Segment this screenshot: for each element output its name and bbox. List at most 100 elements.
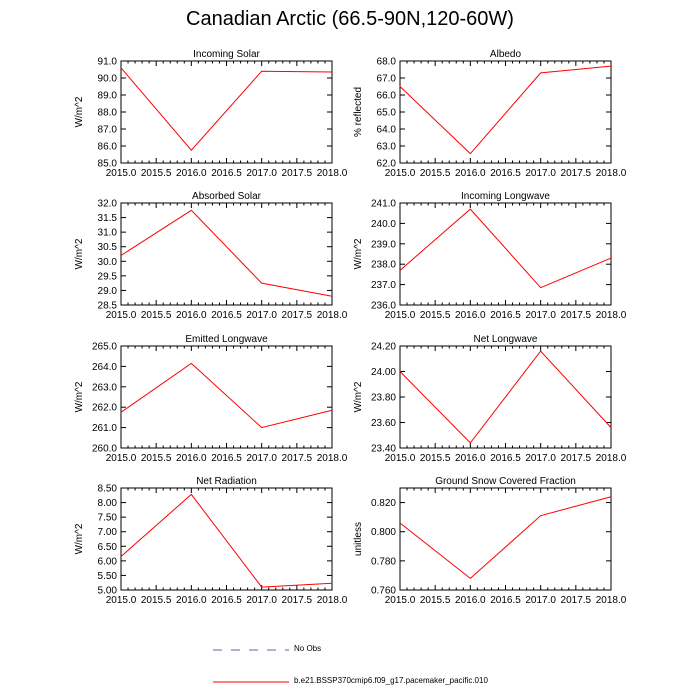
figure-title: Canadian Arctic (66.5-90N,120-60W) <box>186 8 514 30</box>
panel-title: Net Radiation <box>196 476 257 487</box>
y-tick-label: 0.780 <box>371 556 396 567</box>
y-tick-label: 31.0 <box>98 228 118 239</box>
y-tick-label: 31.5 <box>98 213 118 224</box>
x-tick-label: 2018.0 <box>317 595 348 606</box>
x-tick-label: 2016.0 <box>455 595 486 606</box>
series-line <box>399 208 612 289</box>
panel-4: Incoming Longwave W/m^2 2015.0 2015.5 2016.0… <box>353 191 627 321</box>
x-tick-label: 2015.5 <box>420 168 451 179</box>
y-tick-label: 241.0 <box>371 199 396 210</box>
y-tick-label: 66.0 <box>377 91 397 102</box>
x-tick-label: 2016.0 <box>176 595 207 606</box>
panel-2: Albedo % reflected 2015.0 2015.5 2016.0 2016.… <box>353 49 627 179</box>
y-tick-label: 240.0 <box>371 219 396 230</box>
x-tick-label: 2015.0 <box>106 595 137 606</box>
panel-title: Absorbed Solar <box>192 191 262 202</box>
x-tick-label: 2016.5 <box>490 168 521 179</box>
series-line <box>120 209 333 297</box>
panel-title: Albedo <box>490 49 522 60</box>
series-line <box>120 67 333 152</box>
x-tick-label: 2017.5 <box>282 310 313 321</box>
panel-title: Incoming Solar <box>193 49 260 60</box>
x-tick-label: 2017.5 <box>561 168 592 179</box>
y-tick-label: 90.0 <box>98 74 118 85</box>
y-tick-label: 8.50 <box>98 484 118 495</box>
series-line <box>399 65 612 155</box>
x-tick-label: 2015.5 <box>420 453 451 464</box>
x-tick-label: 2015.0 <box>106 310 137 321</box>
x-tick-label: 2017.0 <box>525 595 556 606</box>
panel-title: Net Longwave <box>474 334 538 345</box>
x-tick-label: 2017.5 <box>561 310 592 321</box>
y-tick-label: 6.00 <box>98 556 118 567</box>
x-tick-label: 2016.0 <box>176 453 207 464</box>
legend-label-obs: No Obs <box>294 644 322 653</box>
panel-8: Ground Snow Covered Fraction unitless 2015… <box>353 476 627 606</box>
y-tick-label: 23.60 <box>371 418 396 429</box>
y-tick-label: 239.0 <box>371 239 396 250</box>
y-axis-label: unitless <box>353 522 364 556</box>
y-axis-label: W/m^2 <box>74 96 85 127</box>
series-line <box>120 493 333 588</box>
y-tick-label: 86.0 <box>98 142 118 153</box>
y-tick-label: 237.0 <box>371 280 396 291</box>
legend-label-model: b.e21.BSSP370cmip6.f09_g17.pacemaker_pac… <box>294 676 488 685</box>
y-tick-label: 28.5 <box>98 301 118 312</box>
y-tick-label: 23.40 <box>371 444 396 455</box>
panel-frame <box>399 487 612 591</box>
y-tick-label: 24.00 <box>371 367 396 378</box>
x-tick-label: 2016.0 <box>455 453 486 464</box>
y-tick-label: 262.0 <box>92 403 117 414</box>
panel-1: Incoming Solar W/m^2 2015.0 2015.5 2016.0 201… <box>74 49 348 179</box>
x-tick-label: 2017.0 <box>246 595 277 606</box>
y-tick-label: 0.800 <box>371 527 396 538</box>
x-tick-label: 2016.5 <box>211 310 242 321</box>
x-tick-label: 2015.5 <box>420 595 451 606</box>
y-axis-label: W/m^2 <box>353 381 364 412</box>
x-tick-label: 2015.0 <box>385 168 416 179</box>
panel-frame <box>120 345 333 449</box>
y-tick-label: 63.0 <box>377 142 397 153</box>
x-tick-label: 2017.5 <box>561 453 592 464</box>
x-tick-label: 2016.5 <box>211 595 242 606</box>
y-tick-label: 23.80 <box>371 393 396 404</box>
panel-title: Incoming Longwave <box>461 191 550 202</box>
panel-7: Net Radiation W/m^2 2015.0 2015.5 2016.0 2016… <box>74 476 348 606</box>
x-tick-label: 2017.5 <box>282 453 313 464</box>
y-tick-label: 263.0 <box>92 382 117 393</box>
y-tick-label: 30.5 <box>98 242 118 253</box>
x-tick-label: 2016.0 <box>455 310 486 321</box>
y-axis-label: W/m^2 <box>74 523 85 554</box>
y-tick-label: 0.760 <box>371 586 396 597</box>
y-tick-label: 5.50 <box>98 571 118 582</box>
x-tick-label: 2018.0 <box>596 453 627 464</box>
panel-title: Emitted Longwave <box>185 334 268 345</box>
x-tick-label: 2017.0 <box>525 310 556 321</box>
y-tick-label: 62.0 <box>377 159 397 170</box>
y-tick-label: 30.0 <box>98 257 118 268</box>
y-tick-label: 24.20 <box>371 342 396 353</box>
y-tick-label: 260.0 <box>92 444 117 455</box>
x-tick-label: 2016.5 <box>211 453 242 464</box>
x-tick-label: 2015.5 <box>141 168 172 179</box>
x-tick-label: 2015.0 <box>385 310 416 321</box>
y-tick-label: 91.0 <box>98 57 118 68</box>
y-tick-label: 85.0 <box>98 159 118 170</box>
x-tick-label: 2016.5 <box>490 310 521 321</box>
x-tick-label: 2016.0 <box>455 168 486 179</box>
x-tick-label: 2015.5 <box>141 453 172 464</box>
x-tick-label: 2017.0 <box>246 168 277 179</box>
x-tick-label: 2018.0 <box>596 310 627 321</box>
model-solid-line-swatch <box>213 681 289 683</box>
y-tick-label: 87.0 <box>98 125 118 136</box>
x-tick-label: 2015.0 <box>385 595 416 606</box>
y-tick-label: 89.0 <box>98 91 118 102</box>
y-tick-label: 7.50 <box>98 513 118 524</box>
x-tick-label: 2018.0 <box>317 310 348 321</box>
y-tick-label: 8.00 <box>98 498 118 509</box>
x-tick-label: 2016.5 <box>490 453 521 464</box>
x-tick-label: 2018.0 <box>596 168 627 179</box>
x-tick-label: 2017.5 <box>282 168 313 179</box>
y-tick-label: 6.50 <box>98 542 118 553</box>
panel-frame <box>120 202 333 306</box>
